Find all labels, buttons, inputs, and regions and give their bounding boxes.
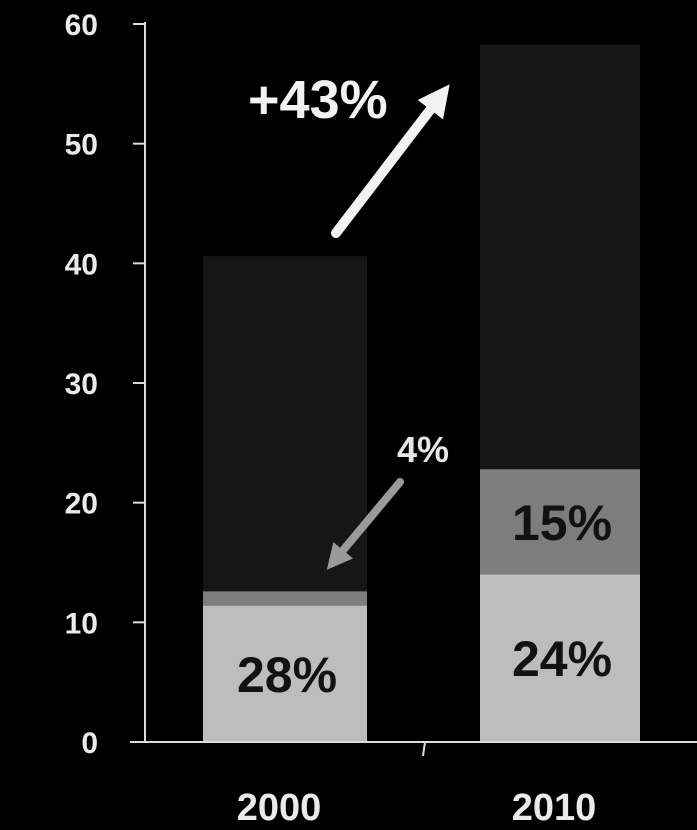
segment-label-2010-2: 15% [512,495,612,551]
growth-arrow-icon [331,84,450,238]
pointer-arrow-icon [326,478,404,570]
bar-2000-segment-1 [203,605,367,742]
y-tick-label-10: 10 [65,607,98,640]
bars-group [203,44,640,742]
x-tick-label-2010: 2010 [512,787,597,829]
y-tick-label-60: 60 [65,9,98,42]
bar-2000-segment-2 [203,591,367,606]
y-tick-label-50: 50 [65,129,98,162]
x-axis-tick [422,741,426,757]
growth-annotation-label: +43% [248,70,388,130]
growth-annotation: +43% [248,70,450,238]
segment-labels-group: 28% 24% 15% [237,495,612,703]
y-ticks-group: 0 10 20 30 40 50 60 [65,9,145,760]
pointer-annotation-label: 4% [397,429,449,470]
y-tick-label-20: 20 [65,488,98,521]
y-tick-label-30: 30 [65,368,98,401]
segment-label-2010-1: 24% [512,631,612,687]
bar-2010-segment-1 [480,574,640,742]
bar-2010-segment-3 [480,44,640,470]
segment-label-2000-1: 28% [237,647,337,703]
pointer-annotation: 4% [326,429,449,570]
y-tick-label-0: 0 [81,727,98,760]
x-tick-label-2000: 2000 [237,787,322,829]
y-tick-label-40: 40 [65,248,98,281]
bar-2010-segment-2 [480,469,640,575]
x-labels-group: 2000 2010 [237,787,597,829]
bar-2000-segment-3 [203,256,367,592]
